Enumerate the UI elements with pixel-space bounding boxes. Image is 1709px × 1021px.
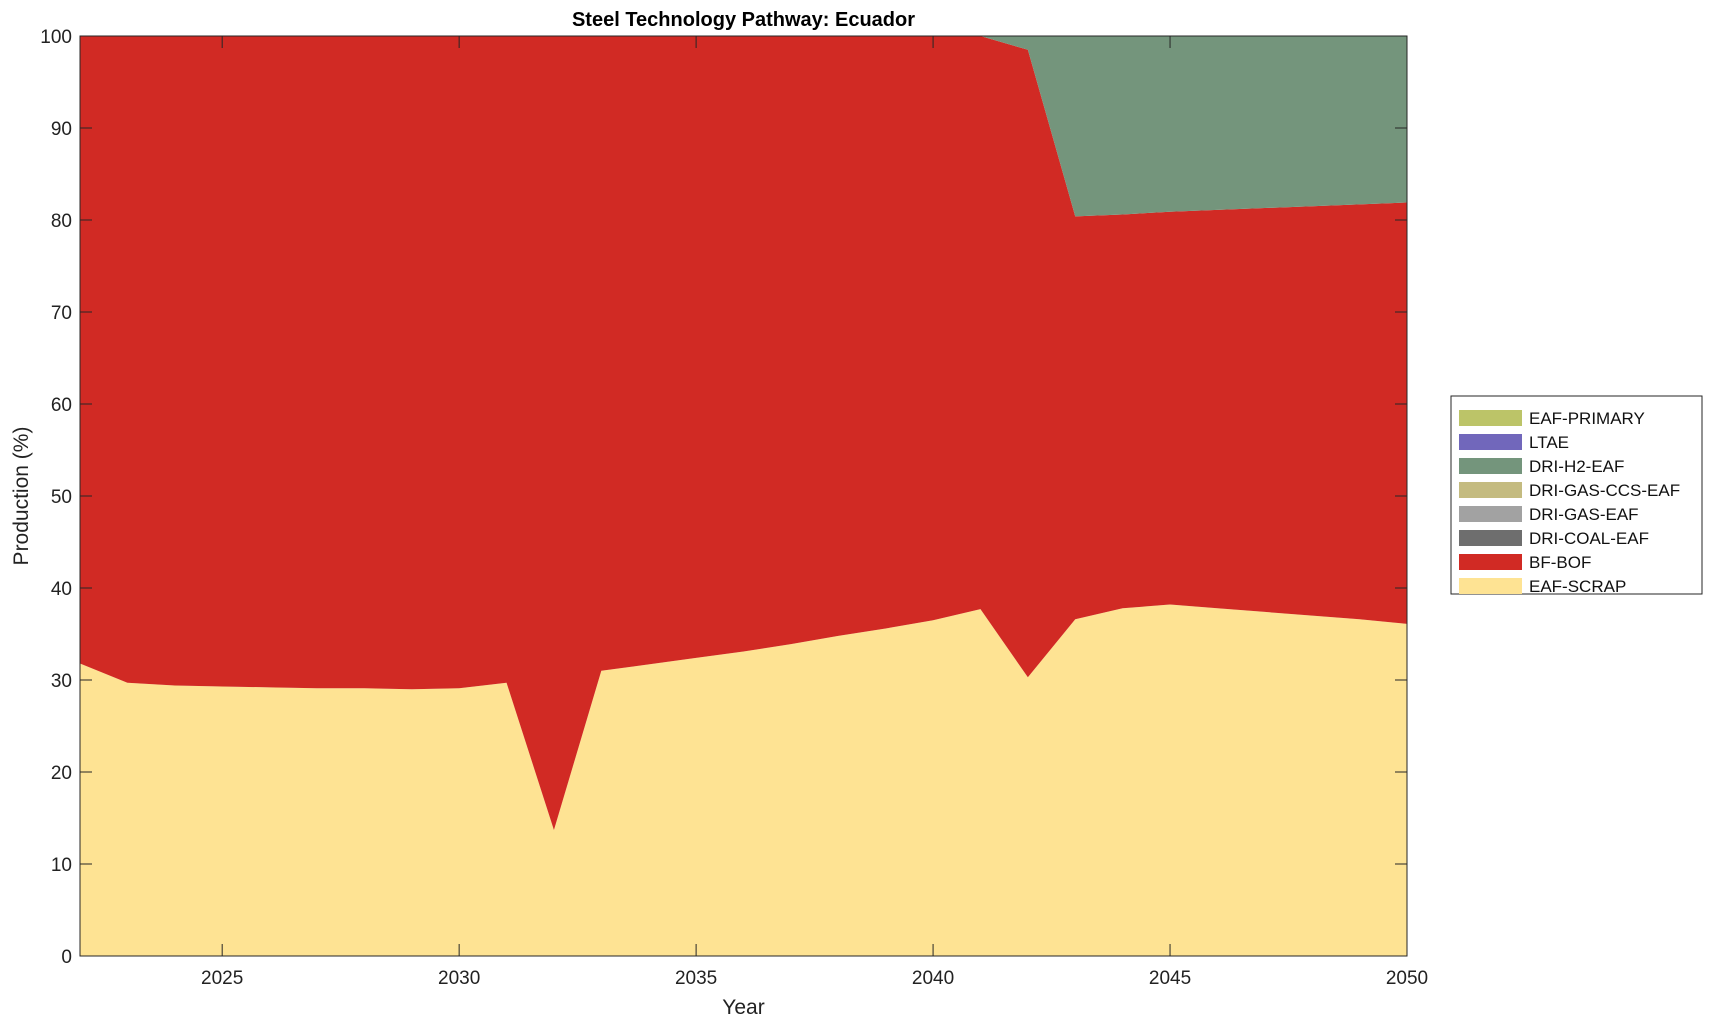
x-tick-label: 2050 bbox=[1386, 968, 1428, 989]
legend-swatch-dri-gas-eaf bbox=[1459, 506, 1522, 522]
area-eaf-scrap bbox=[80, 604, 1407, 956]
x-axis-label: Year bbox=[722, 996, 764, 1019]
y-tick-label: 10 bbox=[51, 855, 72, 876]
legend-swatch-ltae bbox=[1459, 434, 1522, 450]
legend-label-dri-gas-ccs-eaf: DRI-GAS-CCS-EAF bbox=[1529, 481, 1680, 500]
x-tick-label: 2040 bbox=[912, 968, 954, 989]
y-axis-label: Production (%) bbox=[10, 427, 33, 566]
y-tick-label: 30 bbox=[51, 671, 72, 692]
legend-swatch-dri-gas-ccs-eaf bbox=[1459, 482, 1522, 498]
legend-swatch-eaf-scrap bbox=[1459, 578, 1522, 594]
x-tick-label: 2030 bbox=[438, 968, 480, 989]
area-bf-bof bbox=[80, 36, 1407, 830]
legend-label-eaf-scrap: EAF-SCRAP bbox=[1529, 577, 1626, 596]
y-tick-label: 80 bbox=[51, 211, 72, 232]
legend-label-bf-bof: BF-BOF bbox=[1529, 553, 1591, 572]
y-tick-label: 70 bbox=[51, 303, 72, 324]
legend-swatch-dri-coal-eaf bbox=[1459, 530, 1522, 546]
y-tick-label: 40 bbox=[51, 579, 72, 600]
y-tick-label: 20 bbox=[51, 763, 72, 784]
stacked-areas bbox=[80, 36, 1407, 956]
y-tick-label: 0 bbox=[61, 947, 72, 968]
legend-label-dri-coal-eaf: DRI-COAL-EAF bbox=[1529, 529, 1649, 548]
y-axis: 0 10 20 30 40 50 60 70 80 90 100 bbox=[40, 27, 1407, 968]
x-tick-label: 2025 bbox=[201, 968, 243, 989]
legend-label-dri-h2-eaf: DRI-H2-EAF bbox=[1529, 457, 1624, 476]
legend-swatch-eaf-primary bbox=[1459, 410, 1522, 426]
legend-label-dri-gas-eaf: DRI-GAS-EAF bbox=[1529, 505, 1639, 524]
legend-swatch-dri-h2-eaf bbox=[1459, 458, 1522, 474]
legend-label-ltae: LTAE bbox=[1529, 433, 1569, 452]
legend-label-eaf-primary: EAF-PRIMARY bbox=[1529, 409, 1645, 428]
x-axis: 2025 2030 2035 2040 2045 2050 bbox=[201, 36, 1428, 989]
legend-swatch-bf-bof bbox=[1459, 554, 1522, 570]
x-tick-label: 2045 bbox=[1149, 968, 1191, 989]
y-tick-label: 90 bbox=[51, 119, 72, 140]
area-dri-h2-eaf bbox=[80, 36, 1407, 217]
x-tick-label: 2035 bbox=[675, 968, 717, 989]
y-tick-label: 50 bbox=[51, 487, 72, 508]
chart-title: Steel Technology Pathway: Ecuador bbox=[572, 9, 915, 31]
legend: EAF-PRIMARY LTAE DRI-H2-EAF DRI-GAS-CCS-EAF… bbox=[1450, 395, 1703, 596]
y-tick-label: 100 bbox=[40, 27, 72, 48]
y-tick-label: 60 bbox=[51, 395, 72, 416]
